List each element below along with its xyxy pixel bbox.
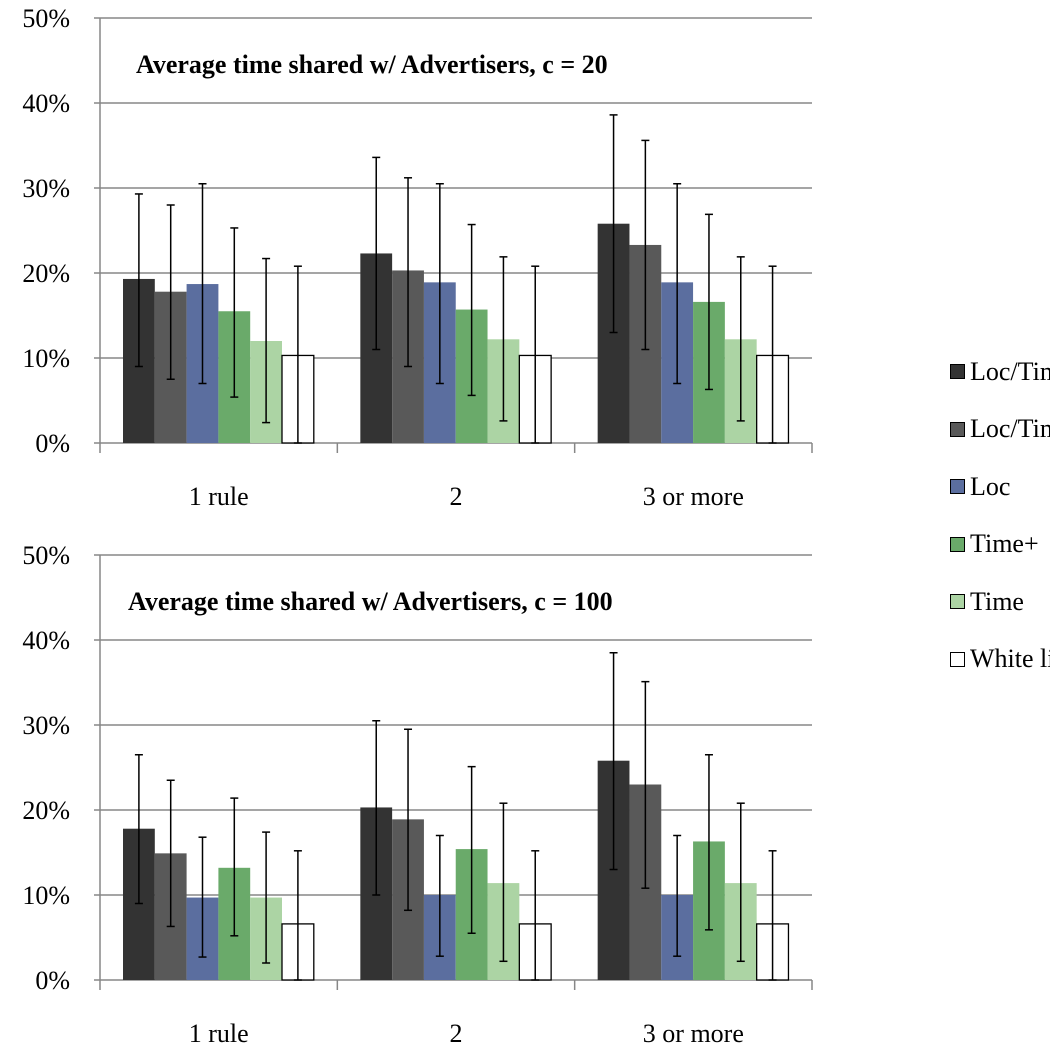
y-tick-label: 40% bbox=[22, 89, 70, 118]
y-tick-label: 0% bbox=[35, 966, 70, 995]
y-tick-label: 50% bbox=[22, 541, 70, 570]
legend-item-time: Time bbox=[950, 573, 1050, 631]
y-tick-label: 10% bbox=[22, 344, 70, 373]
y-tick-label: 10% bbox=[22, 881, 70, 910]
legend-swatch bbox=[950, 651, 965, 667]
x-tick-label: 3 or more bbox=[643, 482, 744, 511]
legend-label: Time bbox=[970, 586, 1024, 616]
legend-label: White list bbox=[970, 644, 1050, 674]
y-tick-label: 20% bbox=[22, 259, 70, 288]
y-tick-label: 0% bbox=[35, 429, 70, 458]
legend-swatch bbox=[950, 364, 965, 380]
legend-swatch bbox=[950, 421, 965, 437]
chart-panel-c100: Average time shared w/ Advertisers, c = … bbox=[22, 541, 813, 1045]
legend-item-loc: Loc bbox=[950, 458, 1050, 516]
legend-item-time-plus: Time+ bbox=[950, 516, 1050, 574]
legend-label: Loc/Time bbox=[970, 414, 1050, 444]
legend-swatch bbox=[950, 536, 965, 552]
legend-label: Loc/Time+ bbox=[970, 356, 1050, 386]
y-tick-label: 40% bbox=[22, 626, 70, 655]
legend-swatch bbox=[950, 479, 965, 495]
legend-item-loc-time-plus: Loc/Time+ bbox=[950, 343, 1050, 401]
legend: Loc/Time+ Loc/Time Loc Time+ Time White … bbox=[950, 343, 1050, 688]
y-tick-label: 30% bbox=[22, 711, 70, 740]
y-tick-label: 20% bbox=[22, 796, 70, 825]
legend-item-loc-time: Loc/Time bbox=[950, 401, 1050, 459]
legend-item-white-list: White list bbox=[950, 631, 1050, 689]
chart-panel-c20: Average time shared w/ Advertisers, c = … bbox=[22, 4, 813, 511]
y-tick-label: 50% bbox=[22, 4, 70, 33]
legend-label: Loc bbox=[970, 471, 1011, 501]
chart-title: Average time shared w/ Advertisers, c = … bbox=[128, 587, 613, 616]
chart-title: Average time shared w/ Advertisers, c = … bbox=[136, 50, 608, 79]
x-tick-label: 2 bbox=[450, 482, 463, 511]
x-tick-label: 2 bbox=[450, 1019, 463, 1045]
x-tick-label: 1 rule bbox=[189, 482, 249, 511]
x-tick-label: 3 or more bbox=[643, 1019, 744, 1045]
legend-label: Time+ bbox=[970, 529, 1039, 559]
x-tick-label: 1 rule bbox=[189, 1019, 249, 1045]
legend-swatch bbox=[950, 594, 965, 610]
y-tick-label: 30% bbox=[22, 174, 70, 203]
